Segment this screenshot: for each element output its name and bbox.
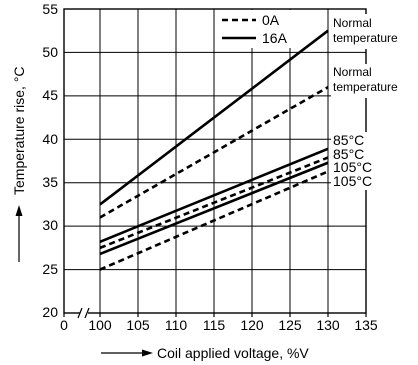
annotation-normal-16a-line1: Normal — [333, 16, 372, 30]
grid — [64, 9, 366, 313]
annotation-normal-0a-line1: Normal — [333, 65, 372, 79]
y-tick-label: 20 — [42, 304, 58, 320]
y-tick-label: 55 — [42, 1, 58, 17]
x-tick-label: 135 — [354, 317, 378, 333]
y-axis-label: Temperature rise, °C — [11, 66, 27, 195]
x-tick-label: 125 — [278, 317, 302, 333]
x-tick-label: 110 — [165, 317, 188, 333]
axis-break-gap — [80, 308, 88, 318]
plot-frame — [63, 8, 367, 319]
annotation-85c-16a: 85°C — [333, 132, 364, 148]
x-tick-label: 115 — [203, 317, 226, 333]
series-lines — [99, 29, 329, 271]
annotation-105c-0a: 105°C — [333, 173, 372, 189]
x-tick-label: 100 — [88, 317, 112, 333]
legend-label-16a: 16A — [262, 30, 288, 46]
legend-box — [219, 10, 301, 48]
line-annotations: Normal temperature Normal temperature 85… — [331, 14, 405, 190]
axis-break-mark — [84, 307, 90, 319]
x-tick-label: 0 — [60, 317, 68, 333]
y-axis-title: Temperature rise, °C — [11, 66, 27, 262]
x-axis-title: Coil applied voltage, %V — [101, 345, 309, 361]
x-axis-label: Coil applied voltage, %V — [157, 345, 309, 361]
y-tick-label: 50 — [42, 44, 58, 60]
series-line-16a — [99, 147, 329, 243]
x-tick-label: 105 — [126, 317, 150, 333]
y-tick-labels: 20 25 30 35 40 45 50 55 — [42, 1, 58, 320]
annotation-85c-0a: 85°C — [333, 146, 364, 162]
legend: 0A 16A — [219, 10, 301, 48]
axis-break-mark — [77, 307, 83, 319]
annotation-normal-0a-line2: temperature — [333, 80, 398, 94]
series-line-0a — [99, 86, 329, 219]
x-tick-label: 120 — [240, 317, 264, 333]
x-axis-arrow-head — [142, 349, 153, 357]
series-line-16a — [99, 29, 329, 206]
y-tick-label: 35 — [42, 174, 58, 190]
x-tick-label: 130 — [316, 317, 340, 333]
annotation-normal-16a-line2: temperature — [333, 31, 398, 45]
y-tick-label: 40 — [42, 131, 58, 147]
y-tick-label: 25 — [42, 261, 58, 277]
y-tick-label: 45 — [42, 87, 58, 103]
y-axis-arrow-head — [15, 205, 23, 216]
series-line-16a — [99, 161, 329, 256]
plot-border — [63, 8, 367, 314]
y-tick-label: 30 — [42, 217, 58, 233]
x-tick-labels: 0 100 105 110 115 120 125 130 135 — [60, 317, 378, 333]
series-line-0a — [99, 170, 329, 271]
annotation-105c-16a: 105°C — [333, 159, 372, 175]
legend-label-0a: 0A — [262, 12, 280, 28]
series-line-0a — [99, 156, 329, 250]
